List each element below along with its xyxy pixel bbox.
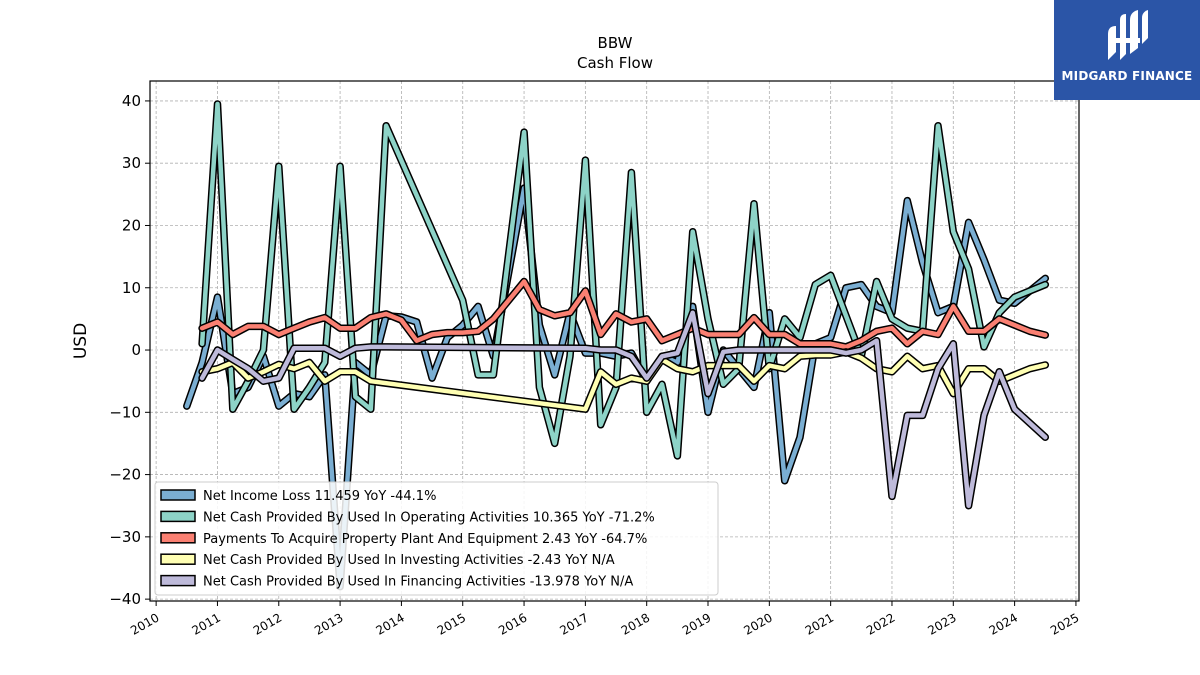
x-tick-label: 2016 — [496, 610, 529, 637]
legend-label: Net Cash Provided By Used In Investing A… — [203, 553, 615, 568]
y-axis-label: USD — [71, 323, 91, 359]
x-tick-label: 2017 — [557, 610, 590, 637]
x-tick-label: 2011 — [189, 610, 222, 637]
x-tick-label: 2024 — [987, 610, 1020, 637]
series-line — [199, 310, 1048, 508]
legend: Net Income Loss 11.459 YoY -44.1% Net Cas… — [154, 481, 719, 596]
plot-area-frame — [149, 80, 1080, 602]
series-5 — [198, 308, 1050, 510]
logo-mark-icon — [1108, 10, 1148, 60]
legend-swatch — [160, 574, 196, 587]
legend-box — [154, 481, 719, 596]
y-tick-label: 30 — [122, 154, 141, 172]
y-axis: 40 30 20 10 0 −10 −20 −30 −40 — [109, 92, 150, 608]
chart-title: BBW — [598, 34, 633, 52]
y-tick-label: 40 — [122, 92, 141, 110]
x-tick-label: 2021 — [803, 610, 836, 637]
y-tick-label: 20 — [122, 216, 141, 234]
midgard-finance-logo: MIDGARD FINANCE — [1054, 0, 1200, 100]
y-tick-label: −40 — [109, 590, 141, 608]
x-tick-label: 2025 — [1048, 610, 1081, 637]
y-tick-label: −30 — [109, 528, 141, 546]
legend-label: Payments To Acquire Property Plant And E… — [203, 532, 647, 547]
legend-swatch — [160, 532, 196, 544]
x-tick-label: 2010 — [128, 610, 161, 637]
x-tick-label: 2013 — [312, 610, 345, 637]
series-lines — [183, 100, 1050, 591]
x-tick-label: 2012 — [251, 610, 284, 637]
series-2 — [198, 100, 1050, 460]
x-tick-label: 2015 — [435, 610, 468, 637]
legend-swatch — [160, 489, 196, 501]
logo-text: MIDGARD FINANCE — [1061, 69, 1193, 83]
series-line — [199, 101, 1048, 459]
legend-swatch — [160, 553, 196, 565]
legend-label: Net Cash Provided By Used In Operating A… — [203, 510, 655, 525]
x-tick-label: 2020 — [741, 610, 774, 637]
legend-swatch — [160, 510, 196, 523]
x-tick-label: 2019 — [680, 610, 713, 637]
legend-label: Net Cash Provided By Used In Financing A… — [203, 575, 633, 590]
x-tick-label: 2023 — [925, 610, 958, 637]
chart-subtitle: Cash Flow — [577, 54, 653, 72]
y-tick-label: 0 — [131, 341, 141, 359]
legend-label: Net Income Loss 11.459 YoY -44.1% — [203, 489, 436, 504]
series-3 — [198, 277, 1050, 351]
series-line — [199, 279, 1048, 350]
x-tick-label: 2018 — [619, 610, 652, 637]
x-tick-label: 2014 — [373, 610, 406, 637]
y-tick-label: −20 — [109, 466, 141, 484]
y-tick-label: 10 — [122, 279, 141, 297]
x-tick-label: 2022 — [864, 610, 897, 637]
x-axis: 2010 2011 2012 2013 2014 2015 2016 2017 2018 2019… — [128, 601, 1081, 638]
y-tick-label: −10 — [109, 403, 141, 421]
